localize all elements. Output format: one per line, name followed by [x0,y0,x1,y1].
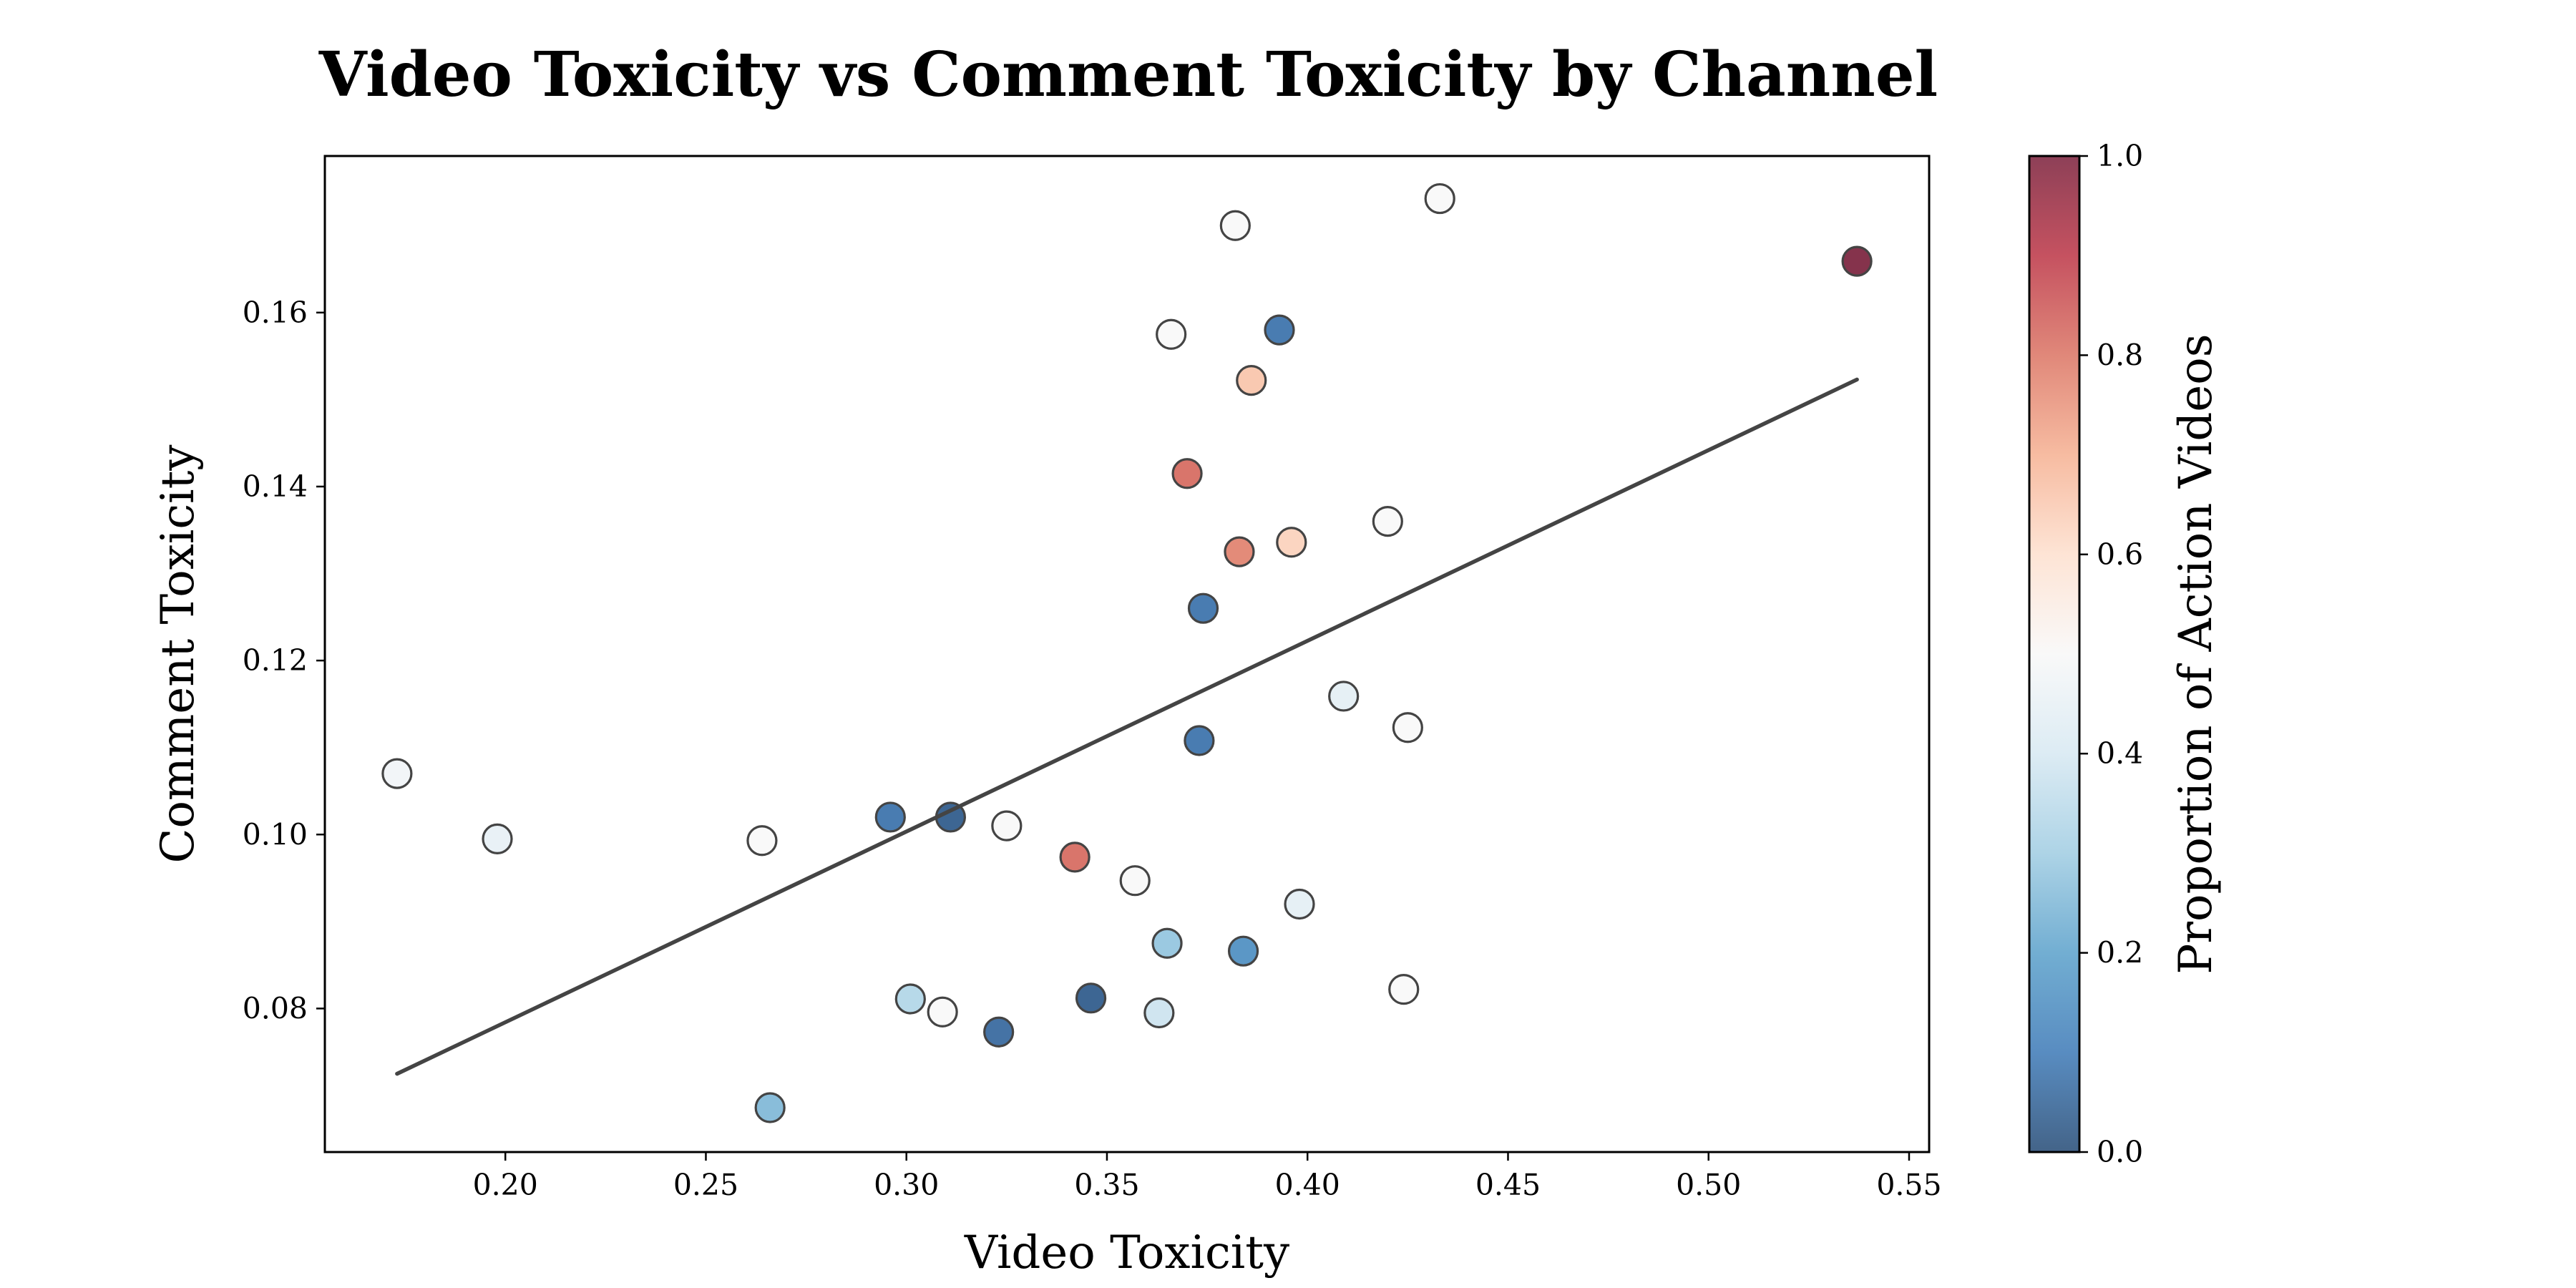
data-point [1224,536,1255,567]
x-axis-ticks: 0.20 0.25 0.30 0.35 0.40 0.45 0.50 0.55 [473,1152,1942,1202]
data-point [1187,592,1219,624]
data-point [1075,982,1107,1014]
x-tick-label: 0.35 [1074,1168,1139,1202]
data-point [1236,365,1267,396]
x-tick-label: 0.45 [1475,1168,1541,1202]
x-tick-label: 0.30 [874,1168,939,1202]
data-point [991,810,1023,841]
data-point [1392,712,1423,743]
colorbar-tick-label: 0.0 [2097,1135,2143,1169]
data-points [381,182,1873,1123]
data-point [894,983,926,1015]
data-point [1328,680,1360,712]
x-tick-label: 0.25 [673,1168,738,1202]
data-point [874,801,906,833]
colorbar-ticks: 0.0 0.2 0.4 0.6 0.8 1.0 [2079,139,2143,1169]
colorbar-tick-label: 0.6 [2097,537,2143,572]
colorbar-tick-label: 1.0 [2097,139,2143,173]
data-point [1276,527,1307,558]
data-point [381,758,413,789]
data-point [1264,314,1295,346]
data-point [754,1092,786,1123]
trendline [395,377,1859,1076]
colorbar-tick-label: 0.4 [2097,736,2143,771]
data-point [1284,888,1315,920]
trendline-layer [395,377,1859,1076]
data-point [1388,974,1420,1005]
x-tick-label: 0.20 [473,1168,538,1202]
y-tick-label: 0.14 [243,469,308,504]
data-point [1156,318,1187,350]
data-point [1143,997,1175,1029]
y-tick-label: 0.16 [243,296,308,330]
data-point [1841,245,1873,277]
colorbar-tick-label: 0.2 [2097,936,2143,970]
chart-title: Video Toxicity vs Comment Toxicity by Ch… [318,39,1938,111]
data-point [1424,182,1455,215]
colorbar-label: Proportion of Action Videos [2170,333,2223,974]
data-point [482,823,513,854]
data-point [983,1016,1015,1048]
y-tick-label: 0.12 [243,643,308,678]
y-axis-ticks: 0.08 0.10 0.12 0.14 0.16 [243,296,325,1025]
data-point [927,996,958,1028]
plot-frame [323,155,1931,1153]
data-point [1059,841,1091,873]
y-axis-label: Comment Toxicity [152,444,205,863]
x-axis-label: Video Toxicity [964,1226,1289,1279]
colorbar-tick-label: 0.8 [2097,338,2143,372]
x-tick-label: 0.50 [1676,1168,1741,1202]
data-point [1219,210,1251,241]
data-point [746,825,778,857]
data-point [1372,506,1403,537]
colorbar [2028,155,2081,1153]
data-point [1119,865,1151,897]
x-tick-label: 0.55 [1876,1168,1941,1202]
y-tick-label: 0.08 [243,991,308,1025]
x-tick-label: 0.40 [1275,1168,1340,1202]
data-point [1151,927,1183,959]
data-point [1184,725,1215,756]
y-tick-label: 0.10 [243,817,308,852]
data-point [1171,458,1203,489]
data-point [1227,935,1259,967]
